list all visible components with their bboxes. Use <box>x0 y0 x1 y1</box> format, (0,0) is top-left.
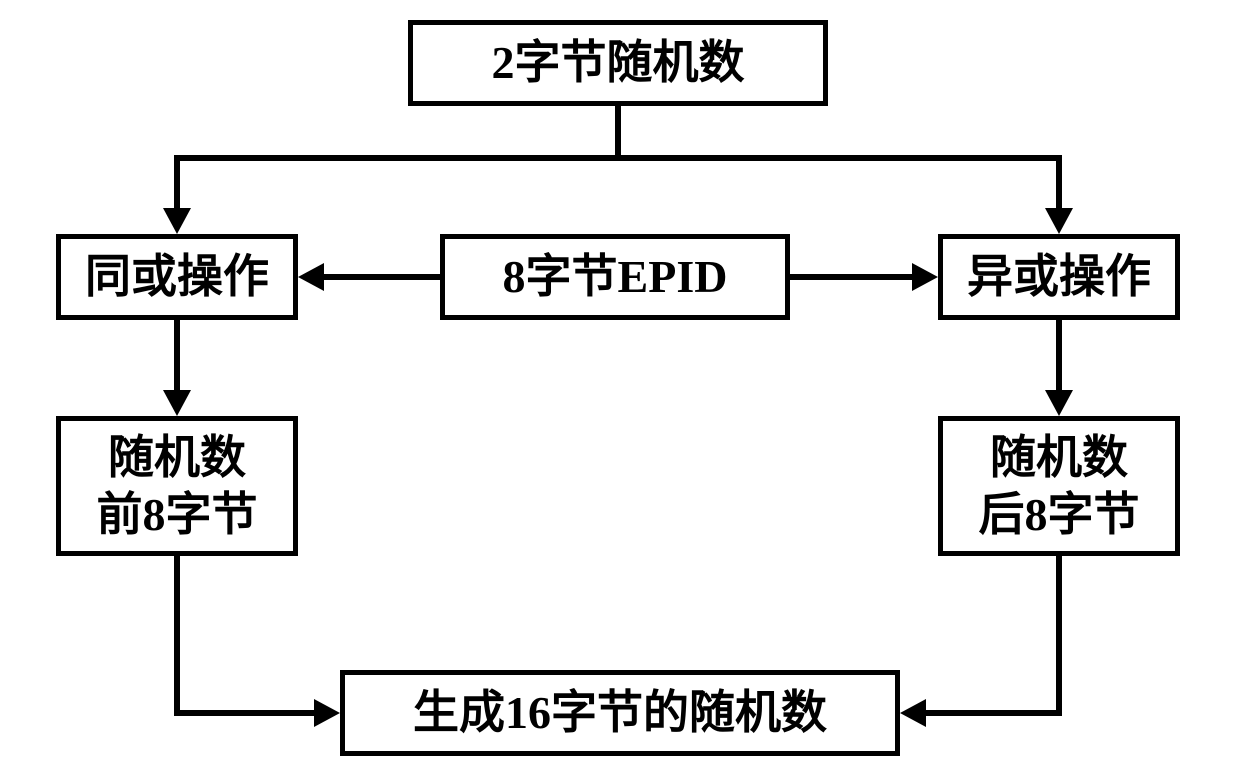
node-xnor-label: 同或操作 <box>85 248 269 306</box>
node-front8-line2: 前8字节 <box>97 486 258 544</box>
text: 字节 <box>526 251 618 302</box>
node-out-label: 生成16字节的随机数 <box>413 684 827 742</box>
edge-xnor-front8-head <box>163 390 191 416</box>
edge-top-xor-seg2 <box>615 155 1062 161</box>
node-out: 生成16字节的随机数 <box>340 670 900 756</box>
edge-epid-xor-seg <box>790 274 912 280</box>
node-xor: 异或操作 <box>938 234 1180 320</box>
edge-top-xnor-seg2 <box>174 155 621 161</box>
edge-front8-out-head <box>314 699 340 727</box>
node-xnor: 同或操作 <box>56 234 298 320</box>
edge-back8-out-head <box>900 699 926 727</box>
node-front8: 随机数 前8字节 <box>56 416 298 556</box>
text: 字节 <box>1048 489 1140 540</box>
node-epid: 8字节EPID <box>440 234 790 320</box>
edge-front8-out-seg2 <box>174 710 316 716</box>
node-epid-label: 8字节EPID <box>503 248 728 306</box>
edge-xnor-front8-seg <box>174 320 180 392</box>
text: 字节 <box>166 489 258 540</box>
node-front8-line1: 随机数 <box>108 429 246 487</box>
text: 字节的随机数 <box>551 687 827 738</box>
text: 生成 <box>413 687 505 738</box>
node-back8-line2: 后8字节 <box>979 486 1140 544</box>
edge-back8-out-seg2 <box>926 710 1062 716</box>
text: 后 <box>979 489 1025 540</box>
edge-epid-xnor-seg <box>324 274 440 280</box>
node-back8: 随机数 后8字节 <box>938 416 1180 556</box>
edge-top-xnor-head <box>163 208 191 234</box>
edge-epid-xnor-head <box>298 263 324 291</box>
node-top: 2字节随机数 <box>408 20 828 106</box>
node-back8-line1: 随机数 <box>990 429 1128 487</box>
edge-top-xor-head <box>1045 208 1073 234</box>
node-top-label: 2字节随机数 <box>492 34 745 92</box>
text: 前 <box>97 489 143 540</box>
edge-epid-xor-head <box>912 263 938 291</box>
edge-top-xnor-seg1 <box>615 106 621 161</box>
text: 字节随机数 <box>515 37 745 88</box>
edge-xor-back8-head <box>1045 390 1073 416</box>
edge-top-xor-seg3 <box>1056 155 1062 210</box>
edge-front8-out-seg1 <box>174 556 180 716</box>
edge-top-xnor-seg3 <box>174 155 180 210</box>
edge-back8-out-seg1 <box>1056 556 1062 716</box>
edge-xor-back8-seg <box>1056 320 1062 392</box>
node-xor-label: 异或操作 <box>967 248 1151 306</box>
